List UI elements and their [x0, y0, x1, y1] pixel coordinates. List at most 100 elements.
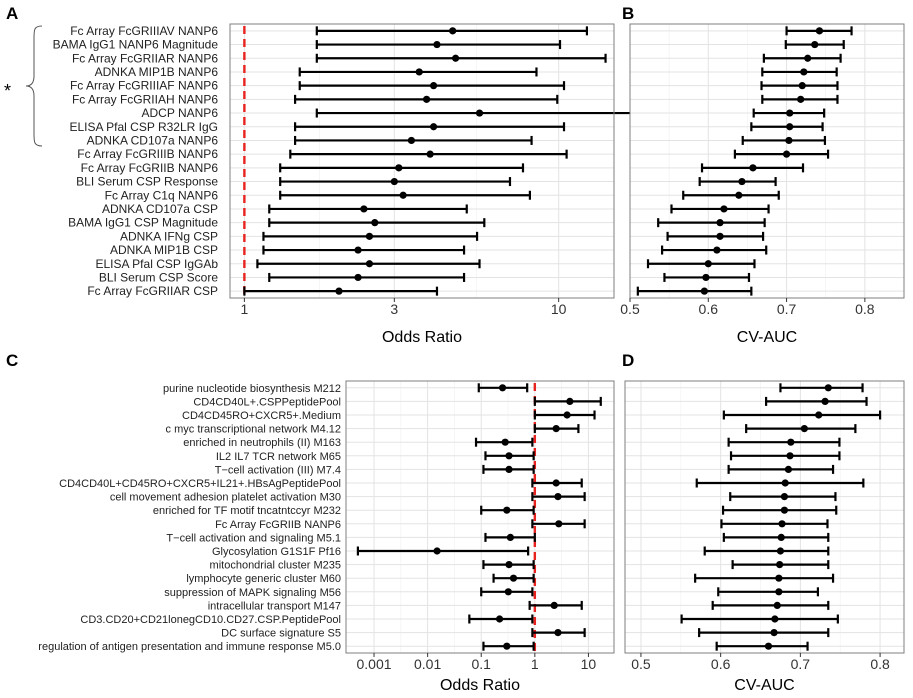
panel-d-estimate-point — [780, 506, 789, 514]
panel-b-estimate-point — [716, 232, 724, 240]
panel-d-estimate-point — [776, 561, 784, 569]
panel-c-estimate-point — [504, 588, 512, 596]
panel-a-row-label: ADNKA CD107a CSP — [102, 202, 218, 216]
panel-c-estimate-point — [554, 629, 562, 637]
panel-c-row-label: IL2 IL7 TCR network M65 — [216, 451, 341, 463]
panel-c-estimate-point — [566, 397, 574, 405]
panel-c-row-label: CD3.CD20+CD21lonegCD10.CD27.CSP.PeptideP… — [80, 614, 341, 626]
panel-c-row-label: purine nucleotide biosynthesis M212 — [163, 383, 341, 395]
panel-d-background — [625, 381, 904, 653]
panel-c-row-label: suppression of MAPK signaling M56 — [164, 587, 341, 599]
panel-d-estimate-point — [786, 452, 794, 460]
panel-d: 0.5 0.6 0.7 0.8 CV-AUC — [624, 380, 905, 694]
panel-c-row-label: DC surface signature S5 — [221, 628, 341, 640]
panel-a-row-label: ADCP NANP6 — [142, 106, 219, 120]
panel-a-border — [229, 23, 615, 299]
panel-d-x-tick-label: 0.6 — [711, 656, 731, 672]
panel-c-row-label: T−cell activation and signaling M5.1 — [166, 532, 341, 544]
panel-d-x-tick-label: 0.5 — [631, 656, 651, 672]
panel-c-background — [346, 381, 614, 653]
panel-b-estimate-point — [702, 273, 710, 282]
panel-c-x-tick-label: 0.01 — [414, 656, 441, 672]
panel-a-row-label: ADNKA MIP1B NANP6 — [95, 65, 219, 79]
panel-c-estimate-point — [503, 506, 511, 514]
panel-d-estimate-point — [773, 601, 781, 610]
panel-c-row-label: CD4CD40L+.CSPPeptidePool — [193, 396, 341, 408]
panel-c-estimate-point — [555, 520, 563, 528]
panel-c-row-label: enriched for TF motif tncatntccyr M232 — [153, 505, 341, 517]
panel-a-estimate-point — [395, 164, 403, 172]
panel-c-estimate-point — [495, 615, 504, 623]
panel-c-row-label: intracellular transport M147 — [208, 600, 341, 612]
panel-a-background — [230, 24, 614, 298]
panel-a-row-label: BAMA IgG1 CSP Magnitude — [68, 216, 218, 230]
panel-a-row-label: Fc Array FcGRIIIAV NANP6 — [70, 24, 218, 38]
panel-a-row-label: Fc Array FcGRIIAR CSP — [87, 284, 218, 298]
panel-b-estimate-point — [800, 68, 808, 76]
panel-a-x-axis-title: Odds Ratio — [382, 329, 462, 346]
panel-a-estimate-point — [390, 177, 398, 186]
panel-a-estimate-point — [449, 27, 457, 35]
panel-d-estimate-point — [824, 384, 832, 392]
panel-b-estimate-point — [704, 260, 712, 268]
panel-d-estimate-point — [780, 493, 789, 501]
panel-a-estimate-point — [407, 136, 416, 145]
panel-c-x-tick-label: 10 — [581, 656, 597, 672]
panel-b-estimate-point — [735, 191, 743, 199]
panel-c-x-axis-title: Odds Ratio — [440, 677, 520, 694]
panel-a-x-tick-label: 1 — [240, 301, 248, 317]
panel-b-estimate-point — [716, 219, 724, 227]
panel-a-row-label: ADNKA MIP1B CSP — [110, 243, 218, 257]
panel-a-estimate-point — [415, 68, 423, 76]
panel-b-x-tick-label: 0.6 — [699, 301, 719, 317]
panel-a-row-label: Fc Array FcGRIIB NANP6 — [81, 161, 219, 175]
panel-c-row-label: T−cell activation (III) M7.4 — [215, 464, 341, 476]
panel-d-estimate-point — [775, 574, 783, 582]
panel-d-border — [624, 380, 905, 654]
panel-d-x-tick-label: 0.7 — [791, 656, 811, 672]
panel-d-estimate-point — [771, 615, 779, 623]
panel-c-row-label: Glycosylation G1S1F Pf16 — [212, 546, 341, 558]
panel-d-estimate-point — [781, 479, 789, 487]
panel-a-row-label: ELISA Pfal CSP IgGAb — [95, 257, 218, 271]
panel-a-estimate-point — [429, 123, 438, 131]
panel-c-estimate-point — [433, 547, 441, 555]
panel-letter-c: C — [6, 351, 18, 370]
panel-letter-d: D — [622, 351, 634, 370]
panel-b-estimate-point — [785, 136, 793, 145]
panel-letter-b: B — [622, 4, 634, 23]
panel-a-row-label: Fc Array C1q NANP6 — [105, 188, 219, 202]
panel-d-estimate-point — [778, 520, 786, 528]
panel-a-row-label: Fc Array FcGRIIIB NANP6 — [77, 147, 218, 161]
panel-d-estimate-point — [770, 629, 778, 637]
panel-c-x-tick-label: 0.1 — [471, 656, 491, 672]
panel-b-x-tick-label: 0.7 — [777, 301, 797, 317]
panel-b-x-axis-title: CV-AUC — [737, 329, 797, 346]
panel-c-x-tick-label: 1 — [531, 656, 539, 672]
panel-c-border — [345, 380, 615, 654]
panel-b-estimate-point — [713, 246, 721, 254]
panel-c-x-tick-label: 0.001 — [357, 656, 392, 672]
panel-d-estimate-point — [784, 465, 793, 473]
panel-a-row-label: Fc Array FcGRIIAH NANP6 — [72, 92, 218, 106]
significance-asterisk: * — [4, 81, 11, 101]
panel-a-x-tick-label: 3 — [390, 301, 398, 317]
panel-c: purine nucleotide biosynthesis M212CD4CD… — [38, 380, 615, 694]
panel-c-row-label: c myc transcriptional network M4.12 — [166, 424, 341, 436]
panel-b-estimate-point — [815, 27, 824, 35]
panel-c-estimate-point — [505, 452, 513, 460]
panel-a-x-tick-label: 10 — [551, 301, 567, 317]
panel-d-estimate-point — [777, 533, 785, 542]
panel-a-estimate-point — [365, 260, 374, 268]
panel-d-estimate-point — [775, 588, 783, 596]
panel-c-estimate-point — [505, 465, 513, 473]
panel-d-x-tick-label: 0.8 — [870, 656, 890, 672]
panel-b-estimate-point — [786, 123, 794, 131]
panel-a-row-label: ELISA Pfal CSP R32LR IgG — [69, 120, 218, 134]
panel-d-estimate-point — [815, 411, 823, 419]
panel-a-estimate-point — [335, 287, 343, 295]
panel-b-estimate-point — [749, 164, 757, 172]
panel-a-estimate-point — [426, 150, 434, 158]
